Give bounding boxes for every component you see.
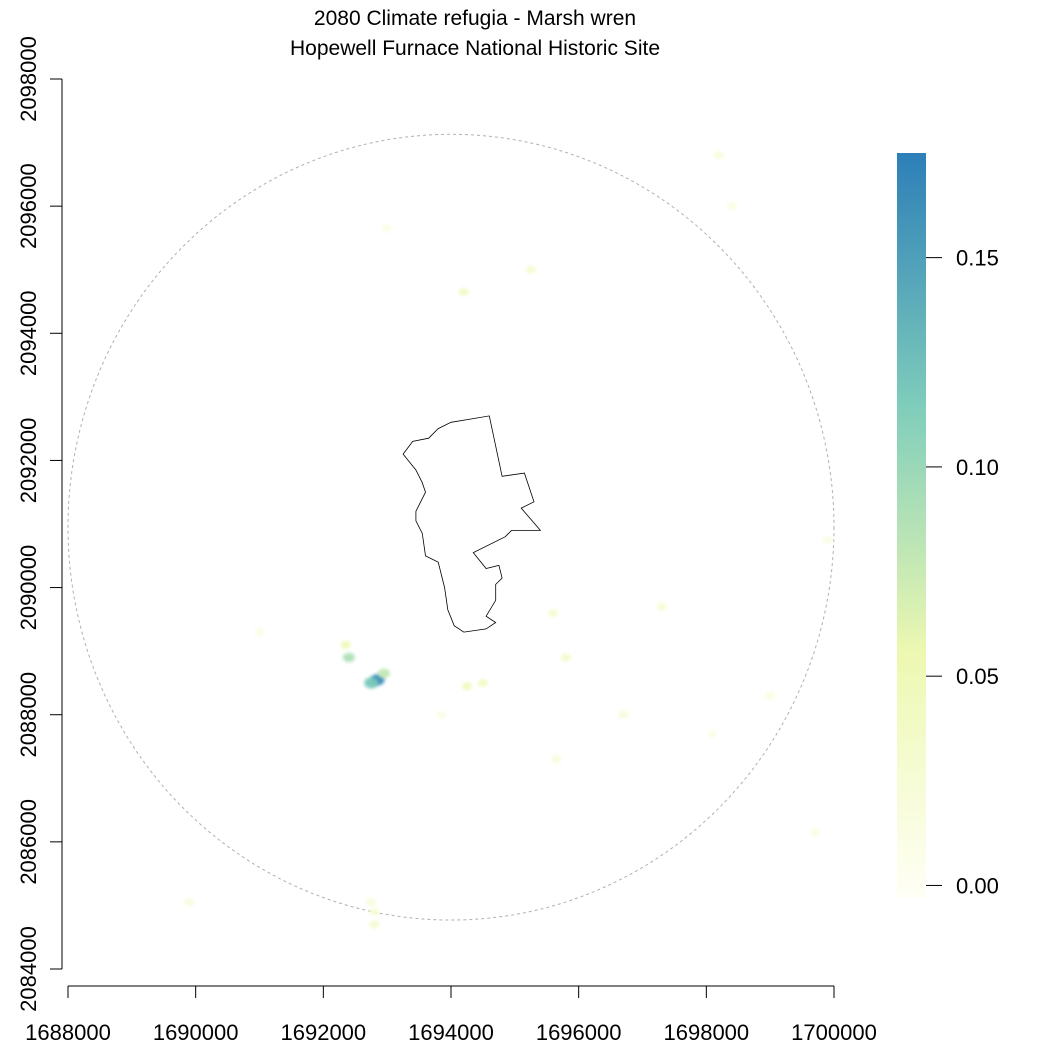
y-tick-label: 2098000 bbox=[16, 36, 41, 122]
refugia-patch bbox=[707, 729, 718, 738]
legend-tick-label: 0.15 bbox=[956, 246, 999, 271]
refugia-patch bbox=[551, 755, 562, 764]
refugia-patch bbox=[184, 898, 195, 907]
y-tick-label: 2086000 bbox=[16, 799, 41, 885]
refugia-patch bbox=[461, 682, 472, 691]
refugia-patch bbox=[656, 602, 667, 611]
color-legend: 0.00 0.05 0.10 0.15 bbox=[897, 153, 999, 898]
park-boundary bbox=[402, 415, 542, 633]
y-axis: 2084000 2086000 2088000 2090000 2092000 20940… bbox=[16, 36, 63, 1012]
refugia-patch bbox=[560, 653, 571, 662]
map-subtitle: Hopewell Furnace National Historic Site bbox=[290, 37, 660, 60]
refugia-patch bbox=[369, 907, 380, 916]
legend-tick-label: 0.05 bbox=[956, 664, 999, 689]
legend-colorbar bbox=[897, 153, 926, 898]
y-tick-label: 2096000 bbox=[16, 163, 41, 249]
refugia-patch bbox=[765, 691, 776, 700]
refugia-patch bbox=[618, 710, 629, 719]
x-axis: 1688000 1690000 1692000 1694000 1696000 16980… bbox=[25, 985, 877, 1045]
x-tick-label: 1694000 bbox=[408, 1020, 494, 1045]
refugia-patch bbox=[809, 828, 820, 837]
refugia-patch bbox=[366, 898, 377, 907]
x-tick-label: 1698000 bbox=[664, 1020, 750, 1045]
refugia-patch bbox=[382, 224, 393, 233]
refugia-patch bbox=[822, 535, 833, 544]
plot-area bbox=[67, 133, 835, 929]
refugia-patch bbox=[458, 287, 469, 296]
refugia-patch bbox=[436, 710, 447, 719]
y-tick-label: 2094000 bbox=[16, 290, 41, 376]
y-tick-label: 2092000 bbox=[16, 418, 41, 504]
refugia-patch bbox=[254, 628, 265, 637]
refugia-patch bbox=[726, 202, 737, 211]
refugia-patch bbox=[364, 677, 379, 689]
refugia-patch bbox=[377, 668, 390, 679]
legend-tick-label: 0.00 bbox=[956, 873, 999, 898]
x-tick-label: 1696000 bbox=[536, 1020, 622, 1045]
buffer-boundary bbox=[67, 133, 835, 921]
refugia-patch bbox=[369, 920, 380, 929]
refugia-patch bbox=[340, 640, 351, 649]
map-title: 2080 Climate refugia - Marsh wren bbox=[314, 7, 636, 30]
x-tick-label: 1700000 bbox=[791, 1020, 877, 1045]
refugia-patch bbox=[477, 678, 488, 687]
x-tick-label: 1688000 bbox=[25, 1020, 111, 1045]
y-tick-label: 2090000 bbox=[16, 545, 41, 631]
y-tick-label: 2084000 bbox=[16, 926, 41, 1012]
refugia-patch bbox=[525, 265, 536, 274]
x-tick-label: 1692000 bbox=[281, 1020, 367, 1045]
refugia-patch bbox=[548, 609, 559, 617]
y-tick-label: 2088000 bbox=[16, 672, 41, 758]
x-tick-label: 1690000 bbox=[153, 1020, 239, 1045]
legend-tick-label: 0.10 bbox=[956, 455, 999, 480]
refugia-patch bbox=[342, 652, 355, 663]
refugia-patch bbox=[714, 151, 725, 160]
